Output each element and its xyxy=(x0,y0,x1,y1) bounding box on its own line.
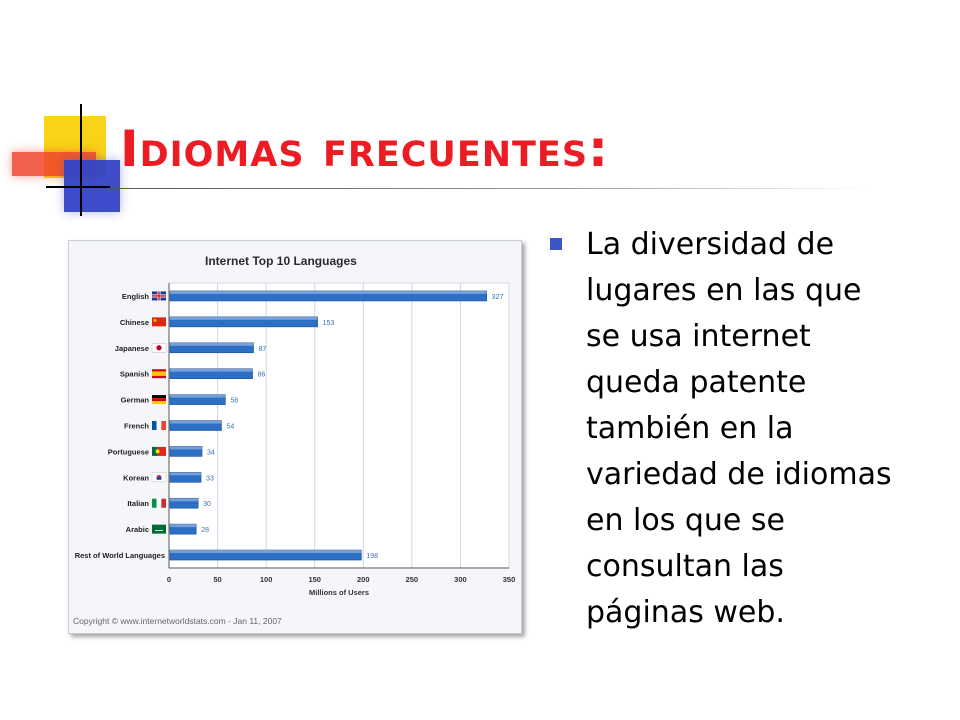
bar-highlight xyxy=(170,316,318,320)
data-label: 86 xyxy=(258,372,266,379)
bar xyxy=(169,472,202,483)
bar-highlight xyxy=(170,368,253,372)
bar-highlight xyxy=(170,342,254,346)
slide-title: Idiomas frecuentes: xyxy=(120,120,610,178)
category-label: Italian xyxy=(127,499,149,508)
bar xyxy=(169,368,253,379)
deco-horizontal-line xyxy=(46,186,110,188)
category-label: German xyxy=(121,396,150,405)
saudi-flag-icon xyxy=(152,524,166,534)
data-label: 153 xyxy=(323,320,335,327)
category-label: Korean xyxy=(123,473,149,482)
data-label: 28 xyxy=(201,527,209,534)
data-label: 54 xyxy=(226,424,234,431)
x-axis-label: Millions of Users xyxy=(309,588,369,597)
data-label: 58 xyxy=(230,398,238,405)
bar xyxy=(169,316,318,328)
bar-highlight xyxy=(170,550,362,554)
korea-flag-icon xyxy=(151,472,167,483)
bar xyxy=(169,290,487,302)
title-underline xyxy=(108,188,868,189)
data-label: 30 xyxy=(203,501,211,508)
data-label: 33 xyxy=(206,475,214,482)
category-label: Portuguese xyxy=(108,447,149,456)
category-label: English xyxy=(122,292,150,301)
data-label: 87 xyxy=(259,346,267,353)
x-tick-label: 350 xyxy=(503,575,516,584)
bar xyxy=(169,523,197,535)
x-tick-label: 100 xyxy=(260,575,273,584)
x-tick-label: 0 xyxy=(167,575,171,584)
bullet-icon xyxy=(550,238,562,250)
bar-highlight xyxy=(170,472,202,476)
category-label: Arabic xyxy=(126,525,149,534)
bar xyxy=(169,497,199,509)
china-flag-icon xyxy=(152,317,166,327)
data-label: 198 xyxy=(366,553,378,560)
bar xyxy=(169,549,362,561)
spain-flag-icon xyxy=(152,369,166,379)
category-label: Japanese xyxy=(115,344,149,353)
bar-highlight xyxy=(170,524,197,528)
germany-flag-icon xyxy=(152,395,166,405)
bar-highlight xyxy=(170,394,226,398)
data-label: 34 xyxy=(207,449,215,456)
bar-highlight xyxy=(170,446,203,450)
chart-image: Internet Top 10 Languages 0 50 100 150 200 250… xyxy=(68,240,522,634)
bar xyxy=(169,446,203,457)
uk-flag-icon xyxy=(152,291,166,301)
bar-highlight xyxy=(170,498,199,502)
italy-flag-icon xyxy=(152,498,166,508)
x-tick-label: 250 xyxy=(406,575,419,584)
category-label: Chinese xyxy=(120,318,149,327)
bar-chart: Internet Top 10 Languages 0 50 100 150 200 250… xyxy=(73,254,516,626)
bar xyxy=(169,342,254,354)
slide-body-text: La diversidad de lugares en las que se u… xyxy=(586,227,892,630)
category-label: Spanish xyxy=(120,370,150,379)
bar xyxy=(169,394,226,405)
bar-highlight xyxy=(170,420,222,424)
france-flag-icon xyxy=(152,421,166,430)
portugal-flag-icon xyxy=(152,446,166,456)
japan-flag-icon xyxy=(151,343,167,353)
chart-title: Internet Top 10 Languages xyxy=(205,254,357,268)
data-label: 327 xyxy=(492,294,504,301)
category-label: French xyxy=(124,422,149,431)
bar-highlight xyxy=(170,290,487,294)
x-tick-label: 300 xyxy=(454,575,467,584)
deco-vertical-line xyxy=(80,104,82,216)
x-tick-label: 50 xyxy=(213,575,221,584)
bar xyxy=(169,420,222,431)
chart-footer: Copyright © www.internetworldstats.com -… xyxy=(73,616,282,626)
x-tick-label: 200 xyxy=(357,575,370,584)
category-label: Rest of World Languages xyxy=(75,551,165,560)
x-tick-label: 150 xyxy=(308,575,321,584)
